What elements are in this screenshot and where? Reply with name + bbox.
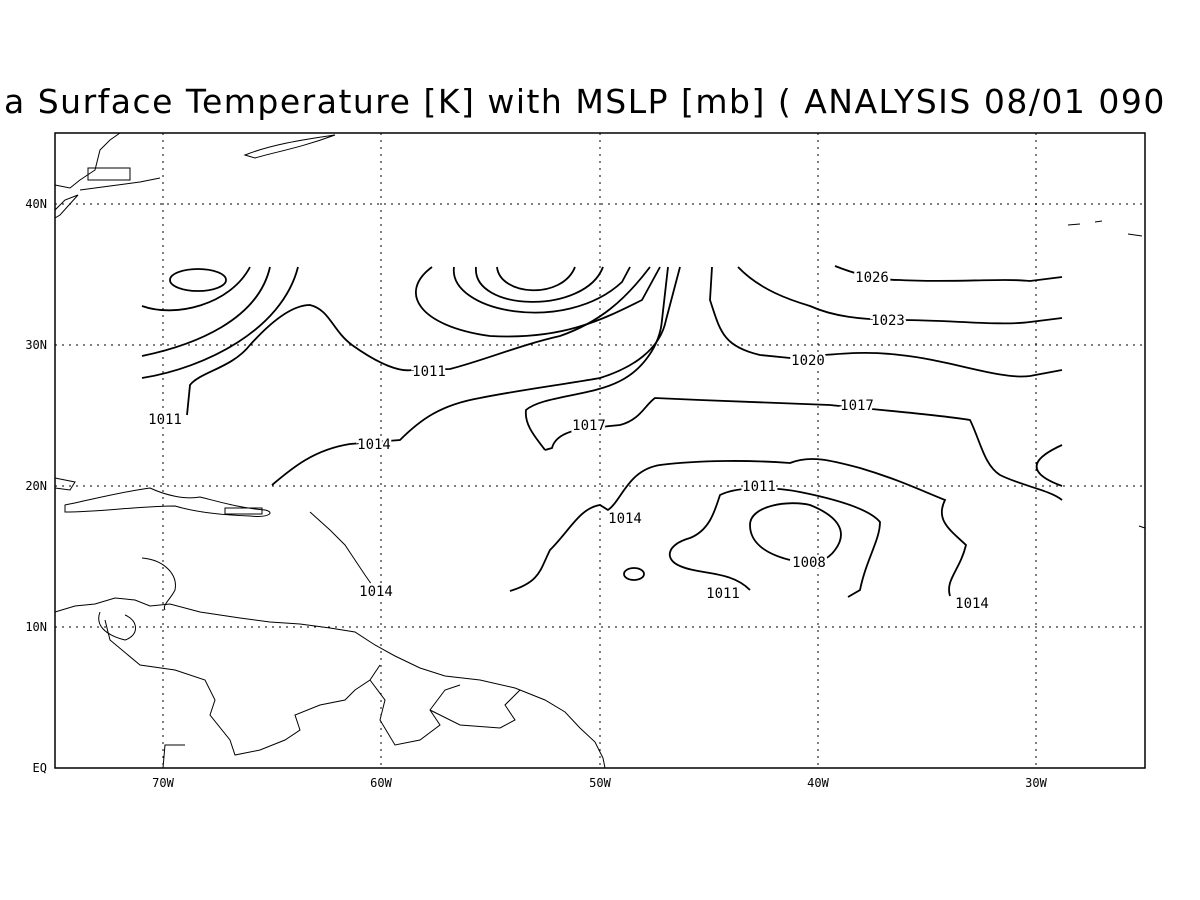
x-tick-label: 40W	[807, 776, 829, 790]
isobar	[669, 487, 881, 598]
contour-label: 1014	[359, 584, 393, 600]
contour-labels: 1026 1023 1020 1017 1017 1011 1011 1014 …	[146, 268, 992, 615]
x-tick-label: 60W	[370, 776, 392, 790]
contour-label: 1017	[572, 418, 606, 434]
contour-label: 1017	[840, 398, 874, 414]
coastline	[54, 194, 79, 219]
isobar	[141, 266, 299, 379]
contours	[141, 265, 1063, 598]
isobar	[525, 266, 669, 451]
y-tick-label: 40N	[25, 197, 47, 211]
coastline	[54, 132, 121, 189]
isobar	[453, 266, 631, 314]
isobar	[749, 502, 842, 565]
island	[224, 507, 263, 515]
isobar	[834, 265, 1063, 282]
isobar	[496, 266, 576, 292]
border	[162, 744, 185, 769]
island	[64, 487, 271, 517]
isobar	[737, 266, 1063, 325]
isobar	[475, 266, 604, 303]
contour-label: 1014	[955, 596, 989, 612]
isobar	[141, 266, 271, 357]
title: a Surface Temperature [K] with MSLP [mb]…	[4, 82, 1166, 121]
island	[54, 477, 76, 491]
contour-label: 1020	[791, 353, 825, 369]
border	[369, 679, 461, 746]
y-tick-label: 20N	[25, 479, 47, 493]
island	[1138, 525, 1146, 529]
contour-label: 1023	[871, 313, 905, 329]
coastline	[243, 134, 336, 159]
isobar	[1035, 444, 1063, 487]
island	[1067, 220, 1143, 237]
isobar	[186, 266, 651, 416]
contour-label: 1014	[608, 511, 642, 527]
y-axis-labels: EQ 10N 20N 30N 40N	[25, 197, 47, 775]
contour-label: 1011	[742, 479, 776, 495]
contour-label: 1011	[706, 586, 740, 602]
contour-label: 1026	[855, 270, 889, 286]
isobar	[509, 458, 967, 597]
x-tick-label: 30W	[1025, 776, 1047, 790]
border	[104, 619, 381, 756]
map-frame	[54, 132, 1146, 769]
isobar	[709, 266, 1063, 378]
isobar	[169, 268, 227, 292]
contour-label: 1011	[148, 412, 182, 428]
isobar	[544, 397, 1063, 501]
y-tick-label: EQ	[33, 761, 47, 775]
x-tick-label: 70W	[152, 776, 174, 790]
contour-label: 1014	[357, 437, 391, 453]
border	[79, 167, 161, 191]
isobar	[141, 266, 251, 312]
x-tick-label: 50W	[589, 776, 611, 790]
contour-label: 1011	[412, 364, 446, 380]
island	[309, 511, 373, 586]
coastline	[98, 611, 136, 641]
isobar	[271, 266, 681, 486]
isobar	[415, 266, 661, 338]
coastlines	[54, 132, 1146, 769]
grid	[55, 133, 1145, 768]
island	[141, 557, 176, 611]
y-tick-label: 30N	[25, 338, 47, 352]
y-tick-label: 10N	[25, 620, 47, 634]
x-axis-labels: 70W 60W 50W 40W 30W	[152, 776, 1047, 790]
isobar	[623, 567, 645, 581]
contour-label: 1008	[792, 555, 826, 571]
coastline	[54, 597, 606, 769]
border	[429, 689, 521, 729]
